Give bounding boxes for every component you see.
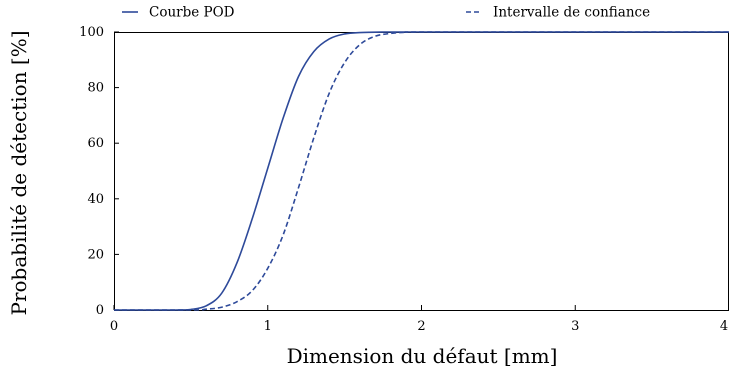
legend-label: Intervalle de confiance [493,5,650,21]
x-tick-label: 0 [110,319,118,334]
legend-label: Courbe POD [149,5,235,21]
y-tick-label: 0 [96,303,104,318]
series-line-pod-curve [114,31,729,311]
y-tick-label: 20 [87,247,104,262]
x-tick-label: 1 [264,319,272,334]
y-tick-label: 100 [79,25,104,40]
x-axis-label: Dimension du défaut [mm] [287,344,558,368]
legend: Courbe POD Intervalle de confiance [122,5,650,21]
series-line-confidence-interval [114,31,729,311]
y-tick-label: 40 [87,192,104,207]
plot-area-frame [114,32,729,311]
y-tick-label: 60 [87,136,104,151]
x-tick-label: 2 [417,319,425,334]
y-tick-label: 80 [87,81,104,96]
y-axis-label: Probabilité de détection [%] [7,30,31,315]
series-lines [114,31,729,311]
x-tick-label: 4 [720,319,728,334]
x-tick-label: 3 [571,319,579,334]
